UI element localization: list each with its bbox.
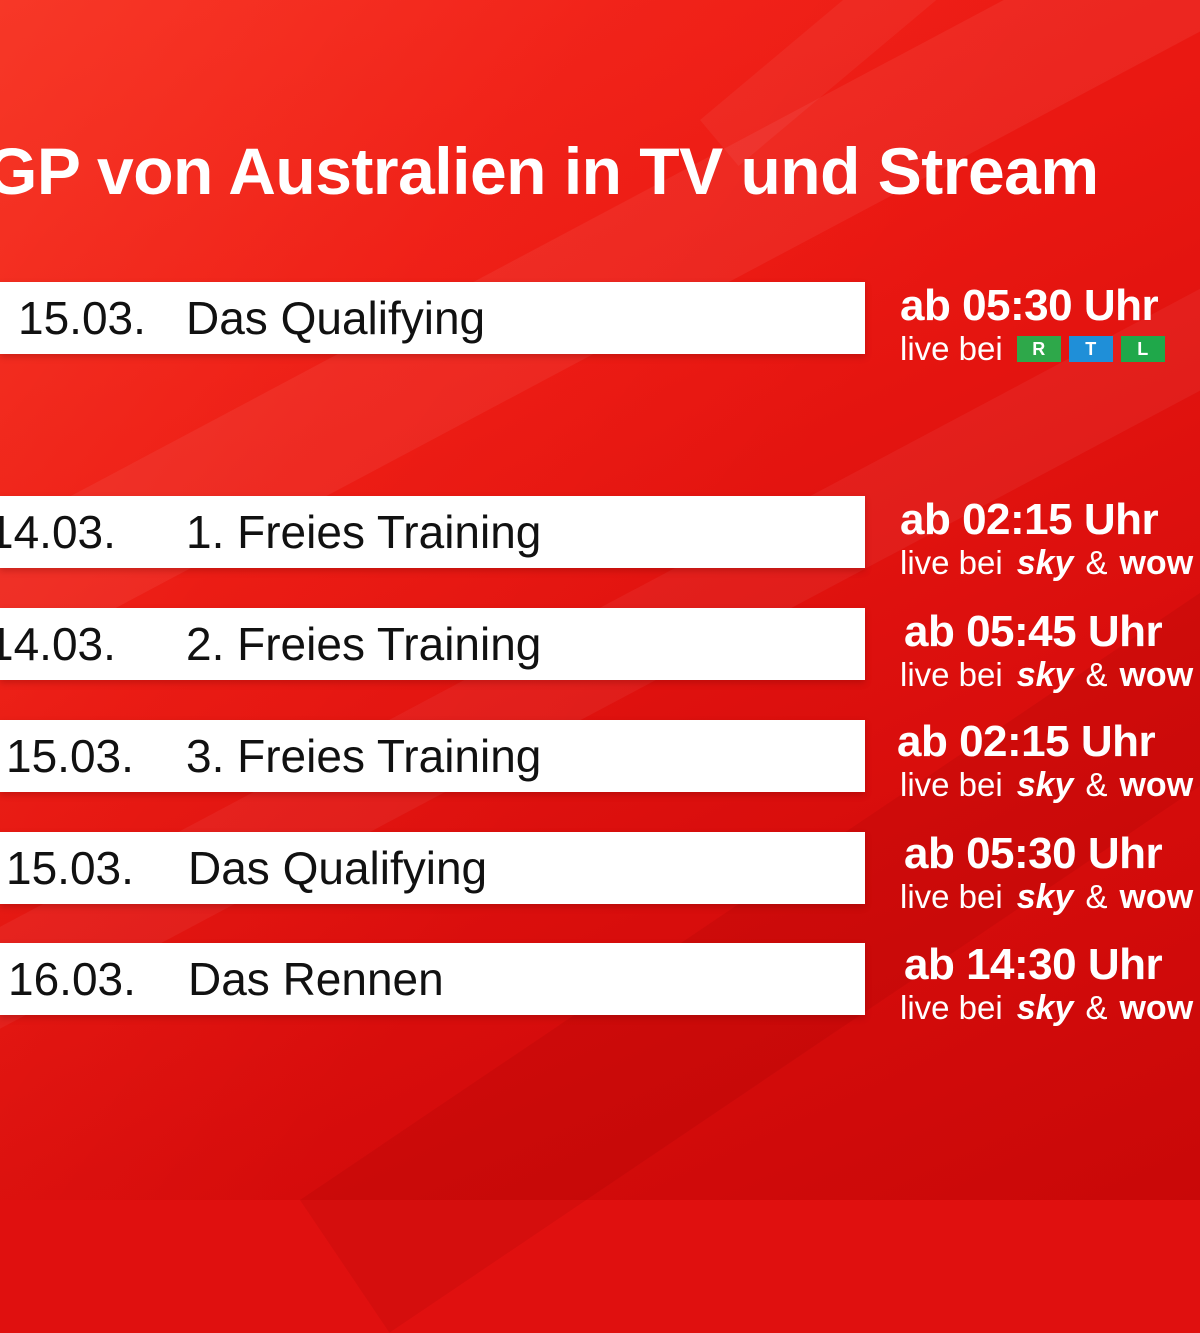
connector: & (1085, 989, 1108, 1026)
wow-logo: wow (1119, 878, 1194, 916)
broadcast-info: ab 02:15 Uhr live bei sky & wow (897, 718, 1197, 804)
broadcast-info: ab 02:15 Uhr live bei sky & wow (900, 496, 1200, 582)
schedule-bar: 14.03. 1. Freies Training (0, 496, 865, 568)
broadcast-info: ab 05:30 Uhr live bei sky & wow (900, 830, 1200, 916)
broadcast-info-featured: ab 05:30 Uhr live bei R T L (900, 282, 1200, 368)
connector: & (1085, 544, 1108, 581)
wow-logo: wow (1119, 544, 1194, 582)
session-name: 3. Freies Training (186, 730, 542, 782)
sky-logo: sky (1016, 989, 1074, 1027)
session-date: 14.03. (0, 618, 116, 670)
schedule-bar: 15.03. 3. Freies Training (0, 720, 865, 792)
schedule-bar: 14.03. 2. Freies Training (0, 608, 865, 680)
live-line: live bei R T L (900, 330, 1200, 368)
session-name: 1. Freies Training (186, 506, 542, 558)
live-prefix: live bei (900, 989, 1003, 1026)
broadcast-info: ab 05:45 Uhr live bei sky & wow (900, 608, 1200, 694)
sky-logo: sky (1016, 766, 1074, 804)
session-date: 16.03. (8, 953, 136, 1005)
live-prefix: live bei (900, 656, 1003, 693)
session-name: Das Qualifying (186, 292, 486, 344)
wow-logo: wow (1119, 766, 1194, 804)
start-time: ab 05:30 Uhr (904, 830, 1163, 878)
session-name: Das Qualifying (188, 842, 488, 894)
live-prefix: live bei (900, 330, 1003, 367)
start-time: ab 05:30 Uhr (900, 282, 1159, 330)
rtl-logo-letter-t: T (1068, 336, 1113, 362)
live-prefix: live bei (900, 878, 1003, 915)
start-time: ab 02:15 Uhr (897, 718, 1156, 766)
session-date: 15.03. (6, 842, 134, 894)
session-name: 2. Freies Training (186, 618, 542, 670)
live-prefix: live bei (900, 544, 1003, 581)
live-line: live bei sky & wow (900, 766, 1197, 804)
session-date: 14.03. (0, 506, 116, 558)
sky-logo: sky (1016, 878, 1074, 916)
live-line: live bei sky & wow (900, 656, 1200, 694)
live-line: live bei sky & wow (900, 878, 1200, 916)
schedule-bar: 15.03. Das Qualifying (0, 832, 865, 904)
live-line: live bei sky & wow (900, 989, 1200, 1027)
wow-logo: wow (1119, 656, 1194, 694)
connector: & (1085, 766, 1108, 803)
rtl-logo-letter-r: R (1016, 336, 1061, 362)
live-prefix: live bei (900, 766, 1003, 803)
rtl-logo: R T L (1016, 336, 1173, 362)
rtl-logo-letter-l: L (1120, 336, 1165, 362)
live-line: live bei sky & wow (900, 544, 1200, 582)
start-time: ab 05:45 Uhr (904, 608, 1163, 656)
session-date: 15.03. (6, 730, 134, 782)
schedule-bar: 16.03. Das Rennen (0, 943, 865, 1015)
start-time: ab 14:30 Uhr (904, 941, 1163, 989)
session-name: Das Rennen (188, 953, 444, 1005)
schedule-bar-featured: 15.03. Das Qualifying (0, 282, 865, 354)
connector: & (1085, 878, 1108, 915)
sky-logo: sky (1016, 656, 1074, 694)
wow-logo: wow (1119, 989, 1194, 1027)
sky-logo: sky (1016, 544, 1074, 582)
connector: & (1085, 656, 1108, 693)
session-date: 15.03. (18, 292, 146, 344)
broadcast-info: ab 14:30 Uhr live bei sky & wow (900, 941, 1200, 1027)
page-title: GP von Australien in TV und Stream (0, 134, 1099, 208)
start-time: ab 02:15 Uhr (900, 496, 1159, 544)
